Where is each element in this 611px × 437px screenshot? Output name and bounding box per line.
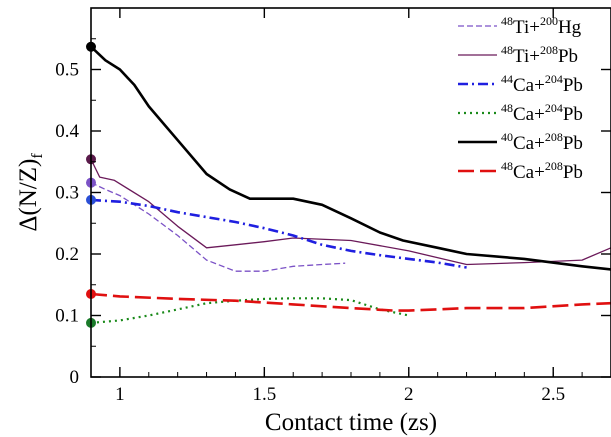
y-axis-title: Δ(N/Z)f xyxy=(15,153,46,232)
y-axis-title-main: Δ(N/Z) xyxy=(15,159,42,232)
y-tick-label: 0.1 xyxy=(55,306,79,327)
series-line-5 xyxy=(91,45,611,271)
axis-layer: 1 1.5 2 2.5 0 0.1 0.2 0.3 0.4 0.5 xyxy=(55,8,611,405)
x-tick-label: 2 xyxy=(404,384,414,405)
series-line-6 xyxy=(91,292,611,312)
series-line-3 xyxy=(91,198,467,269)
legend-entry-2: 48Ti+208Pb xyxy=(501,43,578,67)
legend: 48Ti+200Hg 48Ti+208Pb 44Ca+204Pb 48Ca+204Pb… xyxy=(458,14,583,183)
legend-entry-1: 48Ti+200Hg xyxy=(501,14,582,38)
legend-entry-4: 48Ca+204Pb xyxy=(501,101,583,125)
y-tick-label: 0.5 xyxy=(55,60,79,81)
series-line-1 xyxy=(91,182,346,272)
y-tick-label: 0.3 xyxy=(55,183,79,204)
series-layer xyxy=(91,45,611,324)
legend-entry-5: 40Ca+208Pb xyxy=(501,130,583,154)
y-tick-label: 0.4 xyxy=(55,121,79,142)
y-tick-label: 0 xyxy=(70,367,80,388)
legend-entry-3: 44Ca+204Pb xyxy=(501,72,583,96)
series-line-2 xyxy=(91,159,611,266)
x-tick-label: 2.5 xyxy=(541,384,565,405)
x-axis-title: Contact time (zs) xyxy=(265,409,437,436)
legend-entry-6: 48Ca+208Pb xyxy=(501,159,583,183)
x-tick-label: 1 xyxy=(115,384,125,405)
x-tick-label: 1.5 xyxy=(252,384,276,405)
y-axis-title-subscript: f xyxy=(29,153,46,159)
y-tick-label: 0.2 xyxy=(55,244,79,265)
